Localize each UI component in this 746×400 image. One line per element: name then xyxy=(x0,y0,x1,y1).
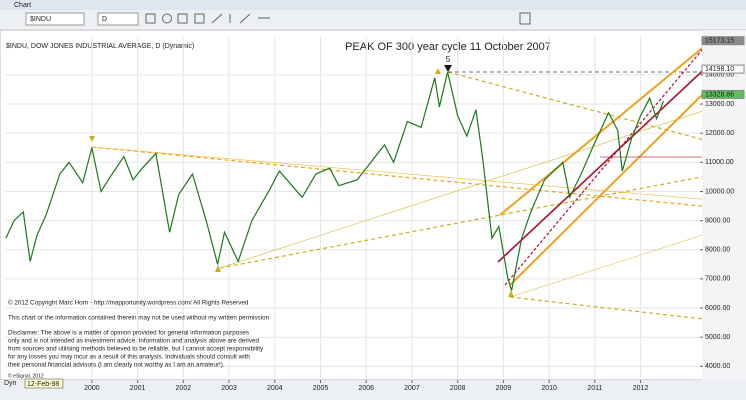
wave-label: 5 xyxy=(446,55,451,64)
y-tick-label: 14000.00 xyxy=(705,72,734,79)
y-tick-label: 8000.00 xyxy=(705,247,730,254)
x-tick-label: 2011 xyxy=(587,385,602,392)
y-tick-label: 7000.00 xyxy=(705,276,730,283)
y-tick-label: 4000.00 xyxy=(705,363,730,370)
symbol-input[interactable] xyxy=(25,12,85,26)
x-tick-label: 2004 xyxy=(267,385,283,392)
price-marker-label: 14198.10 xyxy=(705,66,734,73)
source: © eSignal, 2012 xyxy=(8,372,44,379)
x-tick-label: 2002 xyxy=(176,385,192,392)
peak-arrow xyxy=(444,65,452,72)
note-line: for any losses you may incur as a result… xyxy=(8,354,250,361)
price-marker xyxy=(701,64,745,74)
footer-date-box xyxy=(24,378,64,389)
toolbar-icons[interactable] xyxy=(145,12,531,25)
y-tick-label: 11000.00 xyxy=(705,159,734,166)
y-axis-panel xyxy=(702,30,746,380)
window-title: Chart xyxy=(14,2,31,9)
plot-area xyxy=(0,29,746,381)
price-marker xyxy=(701,36,745,46)
price-marker-label: 15173.15 xyxy=(705,38,734,45)
x-tick-label: 2001 xyxy=(130,385,146,392)
y-tick-label: 9000.00 xyxy=(705,217,730,224)
notes: © 2012 Copyright Marc Horn - http://mapp… xyxy=(8,299,270,369)
x-axis-panel xyxy=(0,380,746,400)
x-tick-label: 2007 xyxy=(404,385,420,392)
footer-mode: Dyn xyxy=(4,380,17,387)
x-tick-label: 2003 xyxy=(221,385,237,392)
chart-header: $INDU, DOW JONES INDUSTRIAL AVERAGE, D (… xyxy=(6,43,194,50)
footer-date: 12-Feb-98 xyxy=(27,381,59,388)
chart-title: PEAK OF 300 year cycle 11 October 2007 xyxy=(345,41,551,53)
note-line: from sources and utilising methods belie… xyxy=(8,346,264,353)
note-line: © 2012 Copyright Marc Horn - http://mapp… xyxy=(8,299,249,307)
symbol-text: $INDU xyxy=(30,16,51,23)
note-line: only and is not intended as investment a… xyxy=(8,338,259,345)
title-bar xyxy=(0,0,746,10)
note-line: their personal financial advisors (I am … xyxy=(8,362,225,369)
x-tick-label: 2006 xyxy=(358,385,374,392)
note-line: Disclaimer: The above is a matter of opi… xyxy=(8,330,249,337)
y-tick-label: 5000.00 xyxy=(705,334,730,341)
x-tick-label: 2012 xyxy=(633,385,649,392)
x-tick-label: 2005 xyxy=(313,385,329,392)
x-tick-label: 2010 xyxy=(541,385,557,392)
x-tick-label: 2000 xyxy=(84,385,100,392)
y-tick-label: 10000.00 xyxy=(705,188,734,195)
trend-lines xyxy=(91,37,713,321)
y-tick-label: 12000.00 xyxy=(705,130,734,137)
price-line xyxy=(5,71,664,291)
y-tick-label: 6000.00 xyxy=(705,305,730,312)
x-tick-label: 2008 xyxy=(450,385,466,392)
pivot-markers xyxy=(89,68,514,297)
note-line: This chart or the information contained … xyxy=(8,315,270,322)
y-tick-label: 13000.00 xyxy=(705,101,734,108)
interval-text: D xyxy=(102,16,107,23)
interval-input[interactable] xyxy=(97,12,139,26)
price-marker-label: 13328.86 xyxy=(705,91,734,98)
x-tick-label: 2009 xyxy=(496,385,512,392)
price-marker xyxy=(701,89,745,99)
